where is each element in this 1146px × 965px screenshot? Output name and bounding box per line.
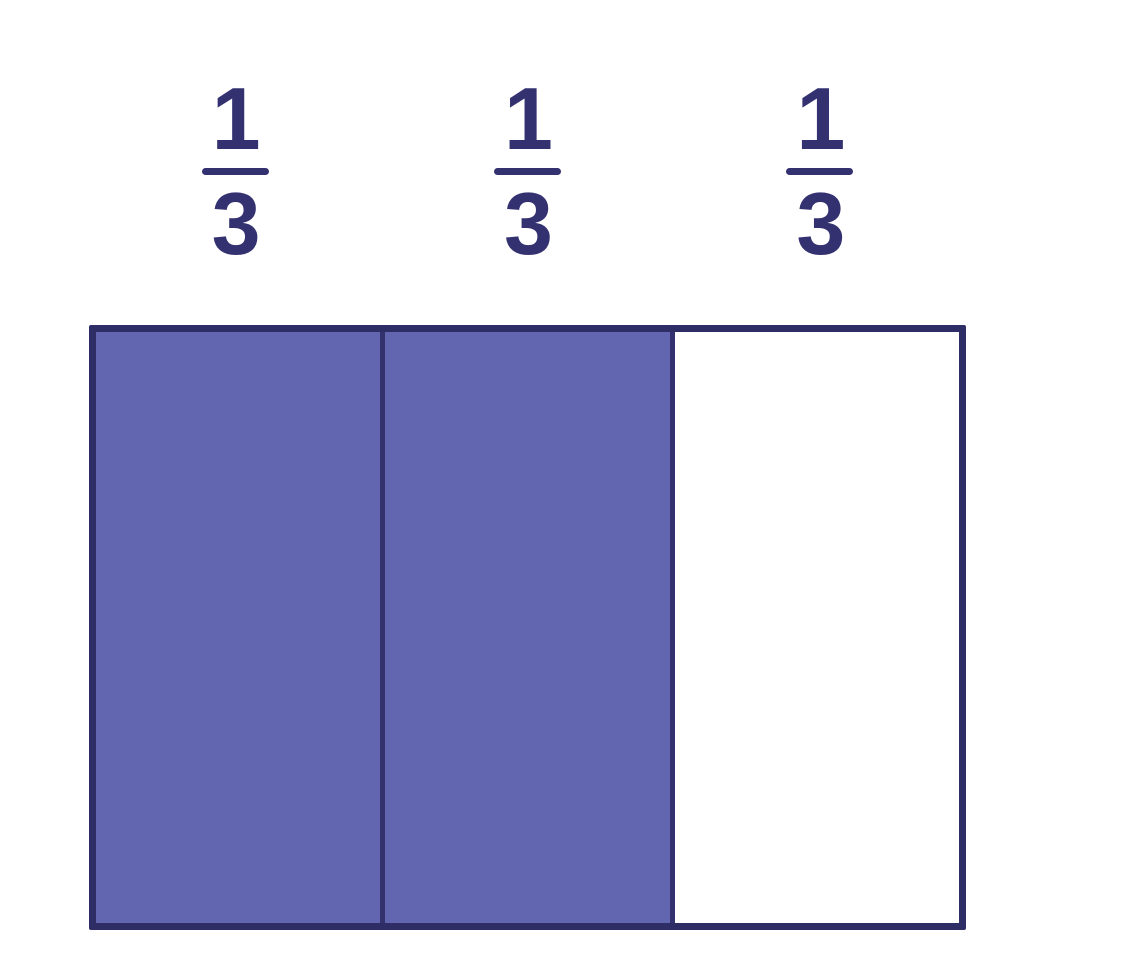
fraction-label-1: 1 3 [201,69,269,273]
fraction-labels-row: 1 3 1 3 1 3 [89,69,966,273]
numerator: 1 [796,69,845,168]
fraction-bar-icon [493,168,561,175]
numerator: 1 [211,69,261,168]
fraction-label-3: 1 3 [786,69,854,273]
fraction-bar-icon [201,168,269,175]
label-cell-3: 1 3 [674,69,966,273]
denominator: 3 [796,174,845,273]
numerator: 1 [504,69,553,168]
fraction-label-2: 1 3 [493,69,561,273]
denominator: 3 [504,174,553,273]
fraction-bar-icon [786,168,854,175]
bar-cell-1[interactable] [96,332,386,923]
denominator: 3 [211,174,261,273]
label-cell-2: 1 3 [381,69,673,273]
fraction-bar-model [89,325,966,930]
bar-cell-3[interactable] [674,332,959,923]
label-cell-1: 1 3 [89,69,381,273]
bar-cell-2[interactable] [385,332,675,923]
